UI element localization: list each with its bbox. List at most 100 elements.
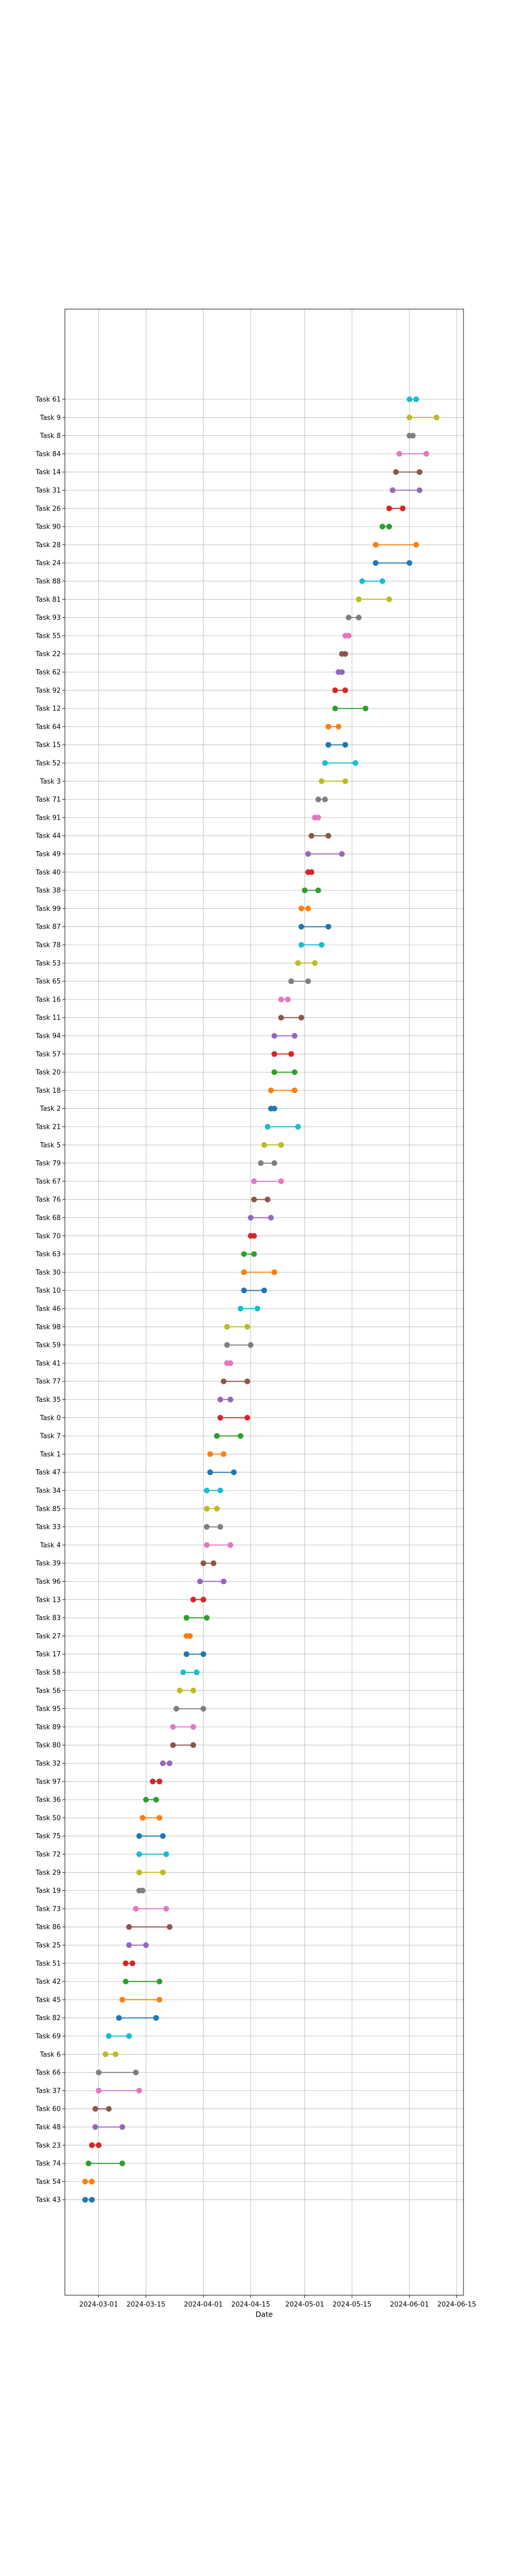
task-start-point (133, 1906, 139, 1912)
task-start-point (217, 1397, 224, 1402)
task-start-point (203, 1505, 210, 1512)
task-label: Task 72 (35, 1851, 61, 1859)
x-tick-label: 2024-06-01 (390, 2301, 429, 2309)
task-end-point (157, 1978, 163, 1985)
task-label: Task 90 (35, 523, 61, 531)
task-start-point (170, 1724, 176, 1730)
task-start-point (319, 778, 325, 784)
task-start-point (160, 1760, 166, 1766)
task-label: Task 34 (35, 1487, 61, 1495)
axes-layer: 2024-03-01 2024-03-15 2024-04-01 2024-04-15… (35, 309, 476, 2309)
task-label: Task 61 (35, 396, 61, 404)
x-tick-label: 2024-05-01 (285, 2301, 324, 2309)
task-label: Task 73 (35, 1905, 61, 1913)
task-label: Task 44 (35, 833, 61, 840)
task-end-point (140, 1888, 146, 1894)
task-end-point (315, 815, 321, 821)
task-label: Task 69 (35, 2033, 61, 2041)
task-start-point (332, 705, 338, 711)
task-end-point (386, 596, 392, 602)
task-end-point (157, 1778, 163, 1785)
task-end-point (268, 1215, 274, 1221)
task-end-point (119, 2160, 126, 2166)
task-label: Task 8 (40, 432, 61, 440)
task-label: Task 49 (35, 851, 61, 858)
task-label: Task 57 (35, 1050, 61, 1058)
task-label: Task 53 (35, 960, 61, 968)
task-start-point (298, 905, 304, 911)
task-end-point (244, 1378, 250, 1384)
task-label: Task 67 (35, 1178, 61, 1185)
task-end-point (315, 887, 321, 893)
task-end-point (166, 1924, 173, 1930)
task-label: Task 86 (35, 1924, 61, 1931)
task-end-point (285, 996, 291, 1003)
task-end-point (406, 560, 413, 566)
task-label: Task 70 (35, 1232, 61, 1240)
task-label: Task 46 (35, 1306, 61, 1313)
x-axis-title: Date (255, 2311, 272, 2319)
task-label: Task 79 (35, 1160, 61, 1167)
task-end-point (342, 778, 348, 784)
x-tick-label: 2024-04-15 (231, 2301, 270, 2309)
task-start-point (136, 1833, 142, 1839)
task-label: Task 56 (35, 1687, 61, 1695)
task-end-point (190, 1742, 196, 1748)
task-start-point (261, 1142, 267, 1148)
task-end-point (163, 1906, 169, 1912)
task-start-point (85, 2160, 92, 2166)
task-label: Task 85 (35, 1505, 61, 1513)
task-end-point (227, 1542, 233, 1548)
task-end-point (305, 978, 311, 985)
task-label: Task 95 (35, 1705, 61, 1713)
task-label: Task 48 (35, 2124, 61, 2131)
task-end-point (342, 742, 348, 748)
task-end-point (119, 2124, 126, 2130)
task-start-point (406, 396, 413, 402)
task-end-point (288, 1051, 294, 1057)
task-start-point (170, 1742, 176, 1748)
task-label: Task 78 (35, 942, 61, 950)
task-start-point (278, 1014, 284, 1021)
task-end-point (89, 2197, 95, 2203)
task-start-point (359, 578, 365, 584)
task-start-point (271, 1051, 278, 1057)
task-start-point (295, 960, 301, 966)
task-start-point (143, 1797, 149, 1803)
task-label: Task 68 (35, 1214, 61, 1222)
task-start-point (241, 1287, 247, 1294)
task-start-point (203, 1542, 210, 1548)
task-end-point (163, 1851, 169, 1857)
x-tick-label: 2024-03-15 (127, 2301, 166, 2309)
task-label: Task 31 (35, 487, 61, 495)
task-label: Task 40 (35, 869, 61, 876)
task-end-point (217, 1487, 224, 1494)
task-end-point (356, 615, 362, 621)
task-start-point (258, 1160, 264, 1166)
task-end-point (423, 451, 430, 457)
task-start-point (288, 978, 294, 985)
task-start-point (136, 1851, 142, 1857)
task-end-point (346, 633, 352, 639)
task-start-point (177, 1687, 183, 1693)
task-start-point (96, 2070, 102, 2076)
task-start-point (372, 541, 379, 548)
task-end-point (237, 1433, 244, 1439)
task-end-point (325, 833, 332, 839)
task-start-point (190, 1597, 196, 1603)
task-start-point (251, 1196, 257, 1202)
task-start-point (203, 1487, 210, 1494)
task-start-point (308, 833, 315, 839)
task-end-point (153, 2015, 159, 2021)
task-start-point (224, 1324, 230, 1330)
x-tick-label: 2024-03-01 (79, 2301, 118, 2309)
task-start-point (325, 742, 332, 748)
task-end-point (380, 578, 386, 584)
task-start-point (325, 723, 332, 730)
task-label: Task 74 (35, 2160, 61, 2168)
task-label: Task 97 (35, 1778, 61, 1786)
task-label: Task 43 (35, 2196, 61, 2204)
task-label: Task 37 (35, 2087, 61, 2095)
plot-frame (64, 309, 464, 2296)
